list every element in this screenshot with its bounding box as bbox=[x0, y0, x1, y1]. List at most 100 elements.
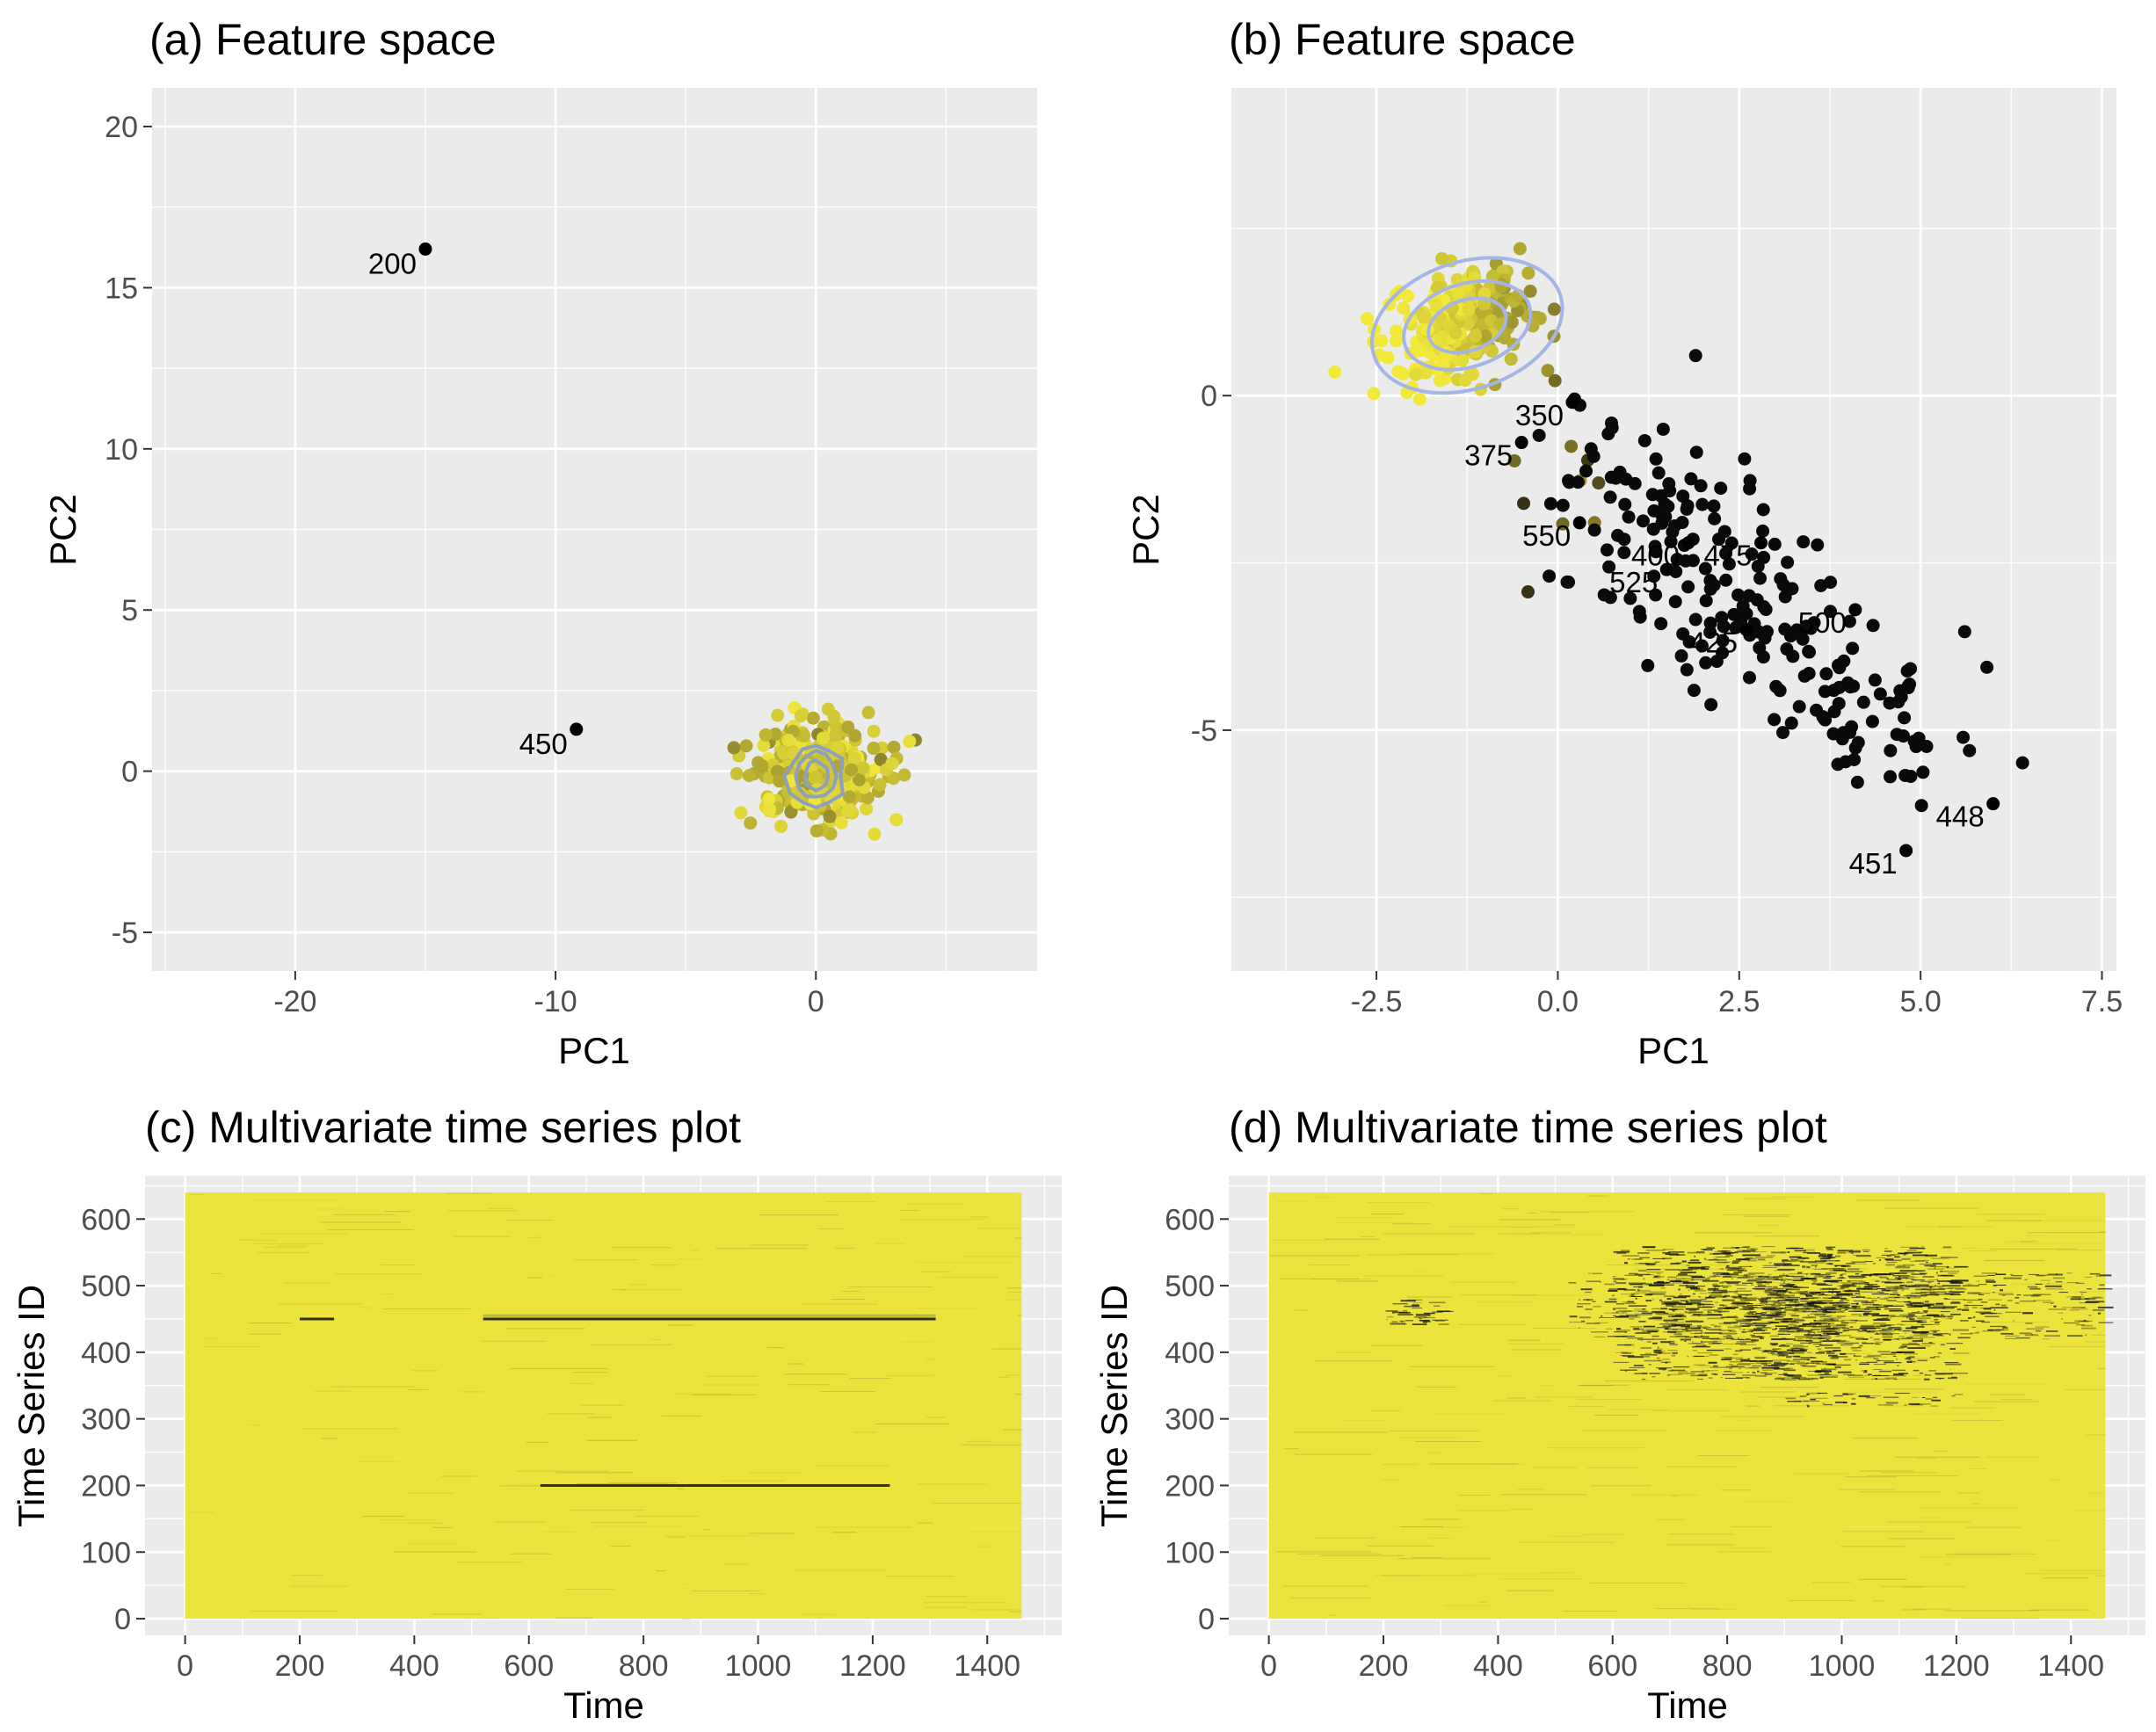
anomalous-region-streak bbox=[1862, 1304, 1879, 1306]
heatmap-noise-streak bbox=[1693, 1309, 1708, 1311]
anomalous-region-streak bbox=[1438, 1323, 1449, 1325]
anomalous-region-streak bbox=[1710, 1338, 1725, 1340]
anomalous-region-streak bbox=[1770, 1308, 1782, 1311]
anomalous-region-streak bbox=[1747, 1358, 1751, 1359]
anomalous-region-streak bbox=[2002, 1294, 2006, 1296]
anomalous-region-streak bbox=[1860, 1362, 1869, 1364]
anomalous-region-streak bbox=[1697, 1378, 1703, 1381]
anomalous-region-streak bbox=[1884, 1258, 1894, 1260]
heatmap-noise-streak bbox=[715, 1248, 807, 1250]
anomalous-region-streak bbox=[1773, 1286, 1778, 1287]
anomalous-region-streak bbox=[2002, 1327, 2008, 1329]
anomalous-region-streak bbox=[1702, 1309, 1715, 1311]
anomalous-region-streak bbox=[1586, 1280, 1601, 1282]
anomalous-region-streak bbox=[1434, 1320, 1445, 1322]
anomalous-region-streak bbox=[1951, 1376, 1957, 1378]
anomalous-region-streak bbox=[1714, 1309, 1723, 1311]
anomalous-region-streak bbox=[1777, 1331, 1794, 1333]
heatmap-noise-streak bbox=[1578, 1385, 1614, 1387]
y-tick-label: 0 bbox=[1201, 380, 1217, 413]
heatmap-noise-streak bbox=[2104, 1320, 2106, 1322]
data-point bbox=[1649, 588, 1663, 602]
heatmap-noise-streak bbox=[1294, 1309, 1308, 1311]
anomalous-region-streak bbox=[1853, 1254, 1870, 1257]
heatmap-noise-streak bbox=[1276, 1551, 1372, 1553]
heatmap-noise-streak bbox=[484, 1618, 499, 1620]
anomalous-region-streak bbox=[1629, 1272, 1638, 1275]
anomalous-region-streak bbox=[2092, 1309, 2105, 1311]
anomalous-region-streak bbox=[1624, 1302, 1637, 1304]
anomalous-region-streak bbox=[1828, 1288, 1845, 1290]
panel-b-y-axis-title: PC2 bbox=[1125, 494, 1166, 566]
anomalous-region-streak bbox=[1578, 1299, 1581, 1301]
anomalous-region-streak bbox=[1766, 1296, 1784, 1299]
anomalous-region-streak bbox=[1687, 1324, 1690, 1327]
anomalous-region-streak bbox=[1907, 1347, 1926, 1349]
data-point bbox=[730, 766, 744, 780]
data-point bbox=[1647, 569, 1661, 583]
anomalous-region-streak bbox=[1653, 1281, 1667, 1284]
anomalous-region-streak bbox=[1735, 1284, 1747, 1286]
heatmap-noise-streak bbox=[1006, 1287, 1022, 1289]
outlier-point bbox=[1681, 536, 1695, 550]
heatmap-noise-streak bbox=[915, 1262, 1012, 1264]
anomalous-region-streak bbox=[1929, 1293, 1938, 1294]
heatmap-noise-streak bbox=[1920, 1507, 2016, 1509]
heatmap-noise-streak bbox=[966, 1531, 1022, 1533]
anomalous-region-streak bbox=[1868, 1330, 1870, 1333]
anomalous-region-streak bbox=[1911, 1279, 1916, 1281]
heatmap-noise-streak bbox=[1008, 1291, 1022, 1293]
anomalous-region-streak bbox=[1923, 1303, 1935, 1306]
anomalous-region-streak bbox=[1976, 1280, 1980, 1282]
anomalous-region-streak bbox=[1819, 1318, 1826, 1320]
anomalous-region-streak bbox=[1797, 1361, 1805, 1363]
anomalous-region-streak bbox=[1787, 1401, 1802, 1402]
heatmap-noise-streak bbox=[834, 1247, 855, 1250]
anomalous-region-streak bbox=[1810, 1292, 1816, 1294]
anomalous-region-streak bbox=[1685, 1327, 1701, 1330]
data-point bbox=[1521, 585, 1535, 599]
anomalous-region-streak bbox=[1899, 1246, 1919, 1248]
anomalous-region-streak bbox=[1720, 1316, 1739, 1319]
anomalous-region-streak bbox=[1906, 1296, 1922, 1298]
anomalous-region-streak bbox=[1688, 1343, 1704, 1344]
anomalous-region-streak bbox=[1663, 1319, 1679, 1322]
anomalous-region-streak bbox=[1921, 1245, 1924, 1248]
data-point bbox=[1780, 642, 1794, 656]
heatmap-noise-streak bbox=[1839, 1489, 1895, 1490]
heatmap-noise-streak bbox=[1586, 1467, 1638, 1468]
anomalous-region-streak bbox=[1882, 1333, 1893, 1336]
heatmap-noise-streak bbox=[577, 1483, 669, 1485]
anomalous-region-streak bbox=[1837, 1250, 1846, 1252]
anomalous-region-streak bbox=[1883, 1338, 1891, 1341]
heatmap-noise-streak bbox=[1382, 1479, 1403, 1481]
anomalous-region-streak bbox=[1654, 1261, 1660, 1264]
anomalous-region-streak bbox=[1950, 1301, 1961, 1304]
anomalous-region-streak bbox=[1811, 1272, 1821, 1274]
anomalous-region-streak bbox=[1666, 1279, 1669, 1280]
anomalous-region-streak bbox=[1642, 1328, 1658, 1330]
anomalous-region-streak bbox=[1857, 1281, 1861, 1283]
anomalous-region-streak bbox=[1869, 1337, 1873, 1339]
anomalous-region-streak bbox=[1767, 1315, 1783, 1318]
anomalous-region-streak bbox=[1668, 1251, 1685, 1253]
anomalous-region-streak bbox=[1985, 1280, 1996, 1283]
anomalous-region-streak bbox=[1423, 1316, 1436, 1319]
outlier-label: 375 bbox=[1464, 439, 1513, 472]
anomalous-region-streak bbox=[1406, 1299, 1423, 1301]
anomalous-region-streak bbox=[1775, 1314, 1786, 1316]
anomalous-region-streak bbox=[2029, 1287, 2041, 1290]
anomalous-region-streak bbox=[1929, 1286, 1932, 1288]
anomalous-region-streak bbox=[1651, 1308, 1668, 1310]
anomalous-region-streak bbox=[1872, 1368, 1883, 1370]
anomalous-region-streak bbox=[1887, 1328, 1901, 1330]
y-tick-label: 0 bbox=[114, 1603, 131, 1636]
anomalous-region-streak bbox=[2079, 1302, 2097, 1304]
anomalous-region-streak bbox=[1730, 1330, 1737, 1332]
heatmap-noise-streak bbox=[1294, 1431, 1388, 1433]
anomalous-region-streak bbox=[1707, 1297, 1711, 1299]
data-point bbox=[1699, 656, 1713, 670]
anomalous-region-streak bbox=[1673, 1302, 1681, 1304]
anomalous-region-streak bbox=[1781, 1308, 1797, 1309]
